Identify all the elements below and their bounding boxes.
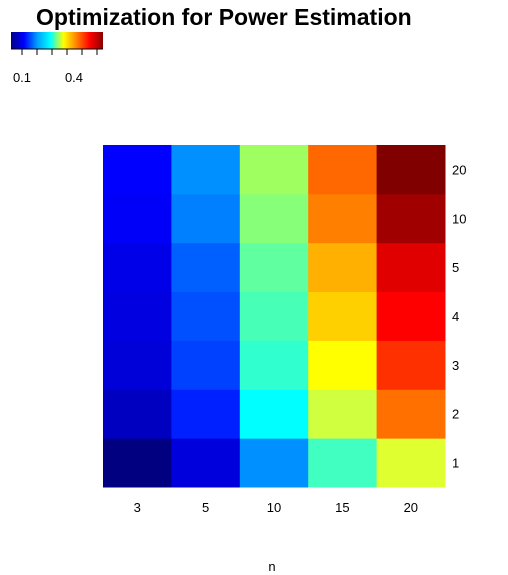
- y-tick-label: 5: [452, 260, 459, 275]
- heatmap-cell-n5-2: [171, 389, 241, 439]
- heatmap-cell-n10-5: [239, 242, 309, 293]
- y-tick-label: 1: [452, 456, 459, 471]
- colorbar-tick-label: 0.4: [65, 70, 83, 85]
- heatmap-cell-n20-20: [376, 145, 446, 195]
- heatmap-cell-n5-4: [171, 291, 241, 341]
- x-axis-tick-labels: 3 5 10 15 20: [134, 500, 418, 515]
- heatmap-cell-n10-4: [239, 291, 309, 341]
- heatmap-cell-n3-1: [103, 438, 172, 488]
- heatmap-cell-n3-10: [103, 193, 172, 244]
- y-tick-label: 20: [452, 162, 466, 177]
- heatmap-cell-n10-10: [239, 193, 309, 244]
- x-tick-label: 3: [134, 500, 141, 515]
- x-tick-label: 10: [267, 500, 281, 515]
- heatmap-cell-n15-5: [308, 242, 378, 293]
- heatmap-cell-n15-20: [308, 145, 378, 195]
- heatmap-cell-n15-3: [308, 340, 378, 390]
- heatmap-cell-n20-5: [376, 242, 446, 293]
- heatmap-cell-n20-10: [376, 193, 446, 244]
- heatmap-cell-n5-1: [171, 438, 241, 488]
- y-tick-label: 10: [452, 211, 466, 226]
- y-tick-label: 3: [452, 358, 459, 373]
- heatmap-cell-n20-2: [376, 389, 446, 439]
- y-tick-label: 2: [452, 407, 459, 422]
- heatmap-cell-n10-2: [239, 389, 309, 439]
- heatmap-cell-n15-10: [308, 193, 378, 244]
- chart-title: Optimization for Power Estimation: [36, 4, 412, 30]
- heatmap-cell-n5-20: [171, 145, 241, 195]
- heatmap-cell-n3-20: [103, 145, 172, 195]
- heatmap-cells: [103, 145, 446, 488]
- x-axis-label: n: [268, 559, 275, 574]
- colorbar-gradient: [11, 32, 103, 49]
- heatmap-cell-n3-5: [103, 242, 172, 293]
- heatmap-cell-n5-3: [171, 340, 241, 390]
- heatmap-cell-n3-4: [103, 291, 172, 341]
- heatmap-cell-n20-1: [376, 438, 446, 488]
- heatmap-cell-n20-3: [376, 340, 446, 390]
- heatmap-cell-n5-5: [171, 242, 241, 293]
- heatmap-cell-n10-1: [239, 438, 309, 488]
- x-tick-label: 20: [404, 500, 418, 515]
- colorbar-legend: 0.1 0.4: [11, 32, 103, 85]
- y-tick-label: 4: [452, 309, 459, 324]
- y-axis-tick-labels: 1 2 3 4 5 10 20: [452, 162, 466, 470]
- heatmap-cell-n15-4: [308, 291, 378, 341]
- heatmap-cell-n20-4: [376, 291, 446, 341]
- x-tick-label: 5: [202, 500, 209, 515]
- x-tick-label: 15: [335, 500, 349, 515]
- heatmap-cell-n10-3: [239, 340, 309, 390]
- heatmap-cell-n3-2: [103, 389, 172, 439]
- heatmap-cell-n3-3: [103, 340, 172, 390]
- heatmap-cell-n15-1: [308, 438, 378, 488]
- heatmap-cell-n5-10: [171, 193, 241, 244]
- colorbar-tick-label: 0.1: [13, 70, 31, 85]
- heatmap-cell-n15-2: [308, 389, 378, 439]
- heatmap-cell-n10-20: [239, 145, 309, 195]
